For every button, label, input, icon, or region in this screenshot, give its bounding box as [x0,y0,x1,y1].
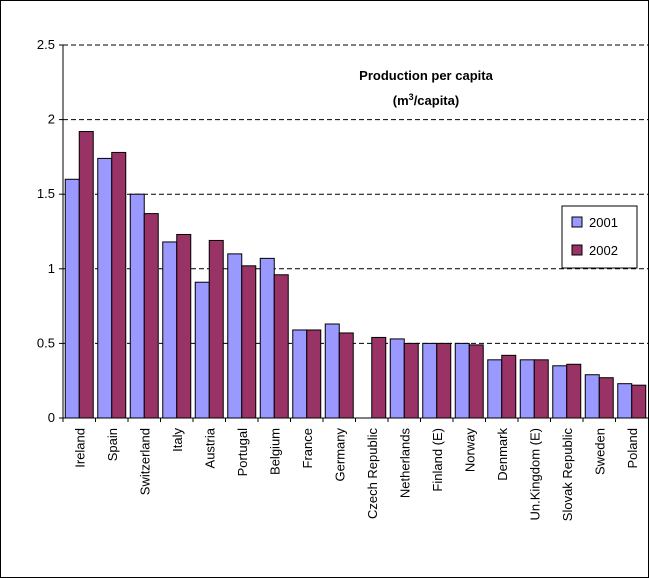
bar-2001-italy [162,241,178,419]
y-tick-label: 1 [48,261,55,276]
subtitle-superscript: 3 [409,92,414,102]
x-tick-label: Poland [625,428,640,468]
y-tick-label: 0.5 [37,335,55,350]
bar-2001-poland [617,383,633,419]
x-tick-labels: Ireland Spain Switzerland Italy Austria Portu… [72,427,640,521]
bar-2001-belgium [259,257,275,419]
x-tick-label: Belgium [267,428,282,475]
bar-2001-sweden [584,374,600,419]
bar-2002-austria [208,239,224,419]
legend-box [561,205,638,269]
chart-subtitle: (m3/capita) [393,92,459,108]
bar-2001-slovak-republic [552,365,568,419]
x-tick-label: Portugal [235,428,250,477]
bar-2001-spain [97,157,113,419]
y-tick-labels: 0 0.5 1 1.5 2 2.5 [37,37,55,425]
bar-2001-finland-e- [422,342,438,419]
y-tick-label: 1.5 [37,186,55,201]
bar-2002-germany [338,332,354,419]
x-tick-label: Czech Republic [365,428,380,520]
bar-2001-ireland [64,178,80,419]
x-tick-label: Denmark [495,428,510,481]
gridlines [63,44,648,344]
x-tick-label: Italy [170,428,185,452]
x-tick-label: Netherlands [397,428,412,499]
bar-2002-denmark [501,354,517,419]
x-tick-label: Spain [105,428,120,461]
legend: 2001 2002 [561,205,638,269]
bar-2002-switzerland [143,213,159,419]
bar-2001-portugal [227,253,243,419]
x-tick-label: Norway [462,428,477,473]
bar-2001-un-kingdom-e- [519,359,535,419]
bar-2002-spain [111,151,127,419]
x-tick-label: Austria [202,427,217,468]
y-tick-label: 2.5 [37,37,55,52]
bar-2002-poland [631,384,647,419]
bar-2001-switzerland [129,193,145,419]
x-tick-label: Finland (E) [430,428,445,492]
x-tick-label: France [300,428,315,468]
chart-title: Production per capita [359,68,493,83]
axes [59,44,648,422]
x-tick-label: Switzerland [137,428,152,495]
y-tick-label: 0 [48,410,55,425]
bar-2002-norway [468,344,484,419]
bar-2002-belgium [273,274,289,419]
bar-2002-finland-e- [436,342,452,419]
bar-2001-denmark [487,359,503,419]
bar-2001-germany [324,323,340,419]
x-tick-label: Slovak Republic [560,428,575,522]
bar-2002-italy [176,233,192,419]
legend-swatch-2001 [571,216,583,228]
bar-2002-slovak-republic [566,363,582,419]
x-tick-label: Ireland [72,428,87,468]
x-tick-label: Germany [332,428,347,482]
legend-label-2002: 2002 [589,243,618,258]
bar-2002-netherlands [403,342,419,419]
bar-2002-un-kingdom-e- [533,359,549,419]
x-tick-label: Sweden [592,428,607,475]
bars [64,131,647,419]
x-tick-label: Un.Kingdom (E) [527,428,542,520]
bar-2002-sweden [598,377,614,419]
legend-label-2001: 2001 [589,215,618,230]
bar-2002-france [306,329,322,419]
y-tick-label: 2 [48,112,55,127]
bar-2002-portugal [241,265,257,419]
bar-2002-ireland [78,131,94,419]
bar-2001-netherlands [389,338,405,419]
bar-2001-austria [194,281,210,419]
bar-2002-czech-republic [371,336,387,419]
bar-2001-norway [454,342,470,419]
legend-swatch-2002 [571,244,583,256]
bar-2001-france [292,329,308,419]
